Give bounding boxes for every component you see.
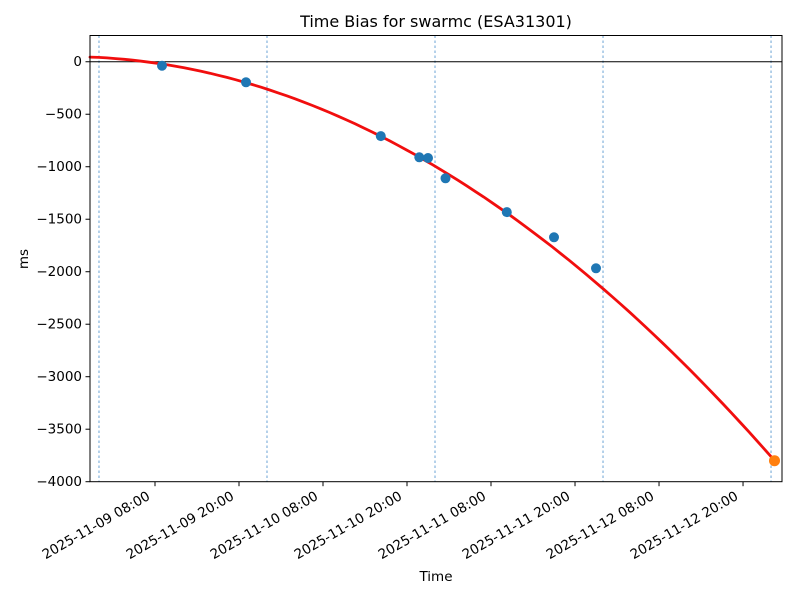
y-tick-label: −500 <box>45 107 82 123</box>
measurement-point <box>414 152 425 163</box>
y-tick-label: −3500 <box>36 422 82 438</box>
fit-curve <box>88 55 776 462</box>
axes-border <box>89 35 783 483</box>
measurement-point <box>157 60 167 71</box>
measurement-point <box>375 131 386 142</box>
measurement-point <box>423 153 433 163</box>
y-tick-label: −4000 <box>36 474 82 490</box>
y-tick-label: −3000 <box>36 369 82 385</box>
y-tick-label: −1500 <box>36 212 82 228</box>
y-tick-label: −2500 <box>36 317 82 333</box>
y-tick-label: −1000 <box>36 159 82 175</box>
y-tick-label: 0 <box>73 54 82 70</box>
measurement-point <box>591 263 601 274</box>
measurement-point <box>501 207 512 218</box>
measurement-point <box>440 173 451 184</box>
measurement-point <box>549 232 559 243</box>
chart-title: Time Bias for swarmc (ESA31301) <box>299 12 572 31</box>
y-axis-label: ms <box>16 249 32 269</box>
y-tick-label: −2000 <box>36 264 82 280</box>
extrapolated-point <box>769 455 780 467</box>
x-axis-label: Time <box>418 569 452 585</box>
measurement-point <box>241 77 251 88</box>
